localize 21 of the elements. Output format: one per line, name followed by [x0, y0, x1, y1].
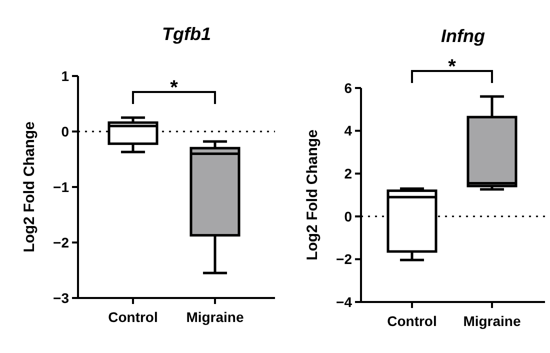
y-axis-title: Log2 Fold Change [21, 122, 38, 252]
y-tick-label: −3 [53, 290, 70, 306]
y-tick-label: 0 [344, 208, 352, 224]
y-tick-label: −2 [336, 251, 352, 268]
y-tick-label: 0 [61, 123, 70, 140]
y-tick-label: 2 [344, 166, 352, 182]
chart-title: Infng [441, 26, 485, 46]
y-tick-label: 1 [61, 68, 70, 84]
y-tick-label: −1 [53, 178, 70, 195]
x-tick-label: Control [108, 309, 158, 325]
y-tick-label: 4 [344, 122, 352, 139]
text: * [448, 56, 456, 78]
y-tick-label: 6 [344, 80, 352, 96]
x-tick-label: Migraine [463, 313, 521, 329]
x-tick-label: Control [387, 313, 437, 329]
y-axis-title: Log2 Fold Change [304, 130, 321, 260]
chart-title: Tgfb1 [162, 24, 211, 44]
annotation: * [170, 77, 178, 99]
y-tick-label: −4 [336, 294, 352, 310]
x-tick-label: Migraine [186, 309, 244, 325]
y-tick-label: −2 [53, 234, 70, 250]
